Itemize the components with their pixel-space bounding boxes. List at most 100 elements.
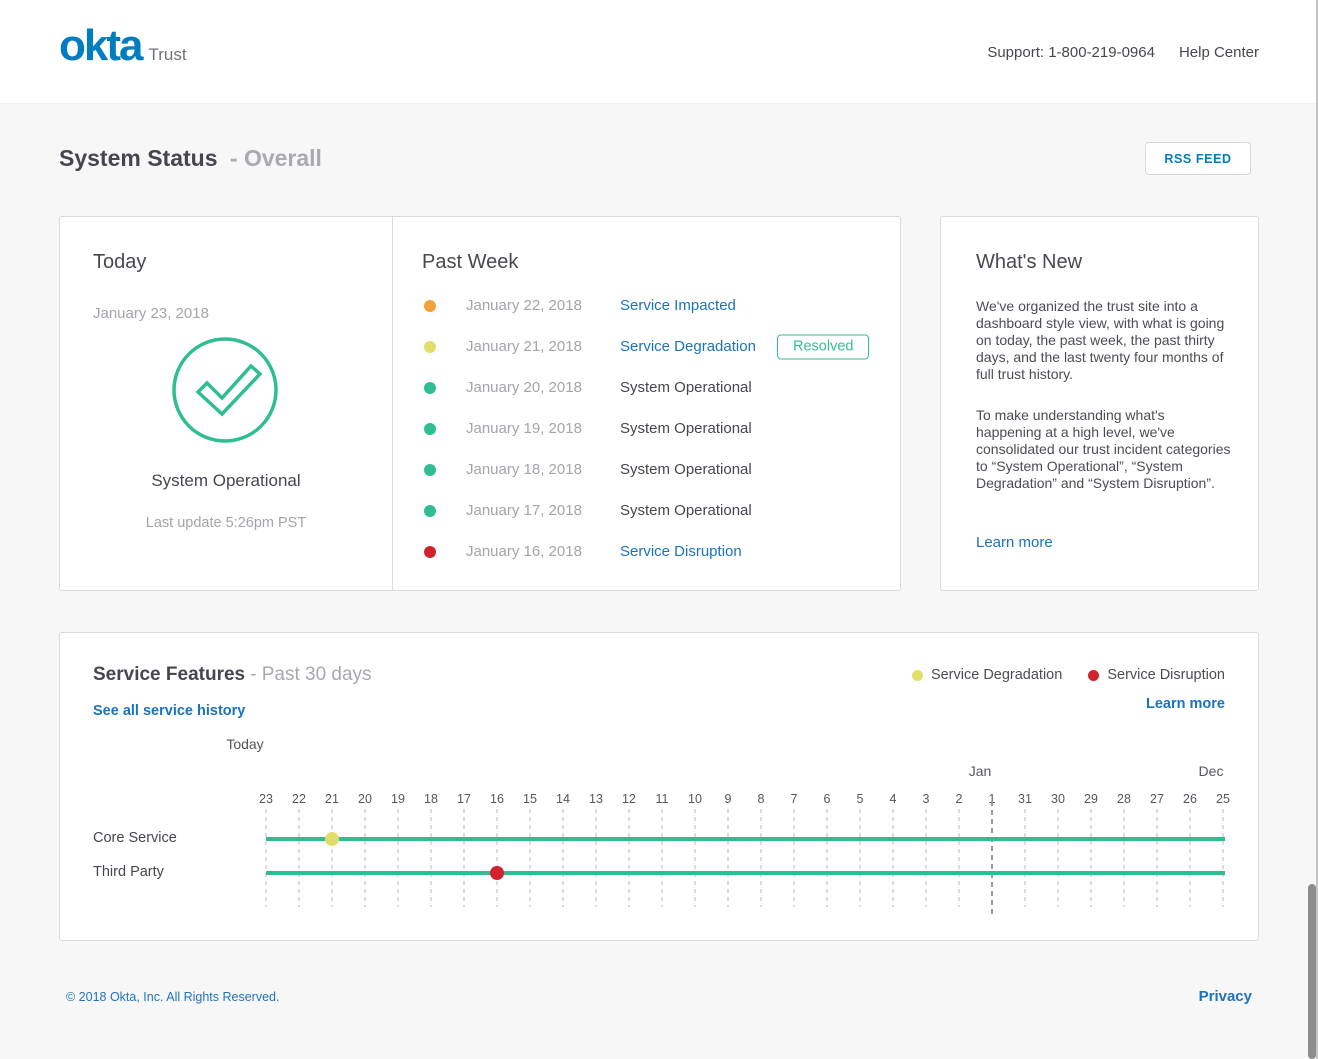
timeline-row-label: Third Party [93, 864, 164, 880]
day-gridline [298, 809, 300, 907]
day-tick-label: 15 [523, 792, 537, 806]
day-tick-label: 5 [857, 792, 864, 806]
service-features-card: Service Features- Past 30 days See all s… [59, 632, 1259, 941]
day-gridline [595, 809, 597, 907]
header: okta Trust Support: 1-800-219-0964 Help … [0, 0, 1318, 104]
timeline-row-label: Core Service [93, 830, 177, 846]
operational-status-dot [424, 423, 436, 435]
service-features-subtitle: - Past 30 days [250, 664, 371, 685]
day-gridline [529, 809, 531, 907]
month-boundary-gridline [991, 801, 993, 916]
past-week-row: January 16, 2018Service Disruption [424, 531, 890, 572]
day-tick-label: 7 [791, 792, 798, 806]
past-week-row: January 21, 2018Service DegradationResol… [424, 326, 890, 367]
service-features-learn-more-link[interactable]: Learn more [1146, 696, 1225, 712]
chart-legend: Service Degradation Service Disruption [912, 667, 1225, 683]
whats-new-learn-more-link[interactable]: Learn more [976, 534, 1053, 551]
day-gridline [694, 809, 696, 907]
incident-status-text: System Operational [620, 502, 752, 519]
operational-status-dot [424, 382, 436, 394]
incident-status-link[interactable]: Service Disruption [620, 543, 742, 560]
day-tick-label: 14 [556, 792, 570, 806]
day-tick-label: 16 [490, 792, 504, 806]
day-tick-label: 28 [1117, 792, 1131, 806]
day-tick-label: 9 [725, 792, 732, 806]
page-title-main: System Status [59, 145, 218, 171]
legend-item: Service Degradation [912, 667, 1062, 683]
incident-status-link[interactable]: Service Degradation [620, 338, 756, 355]
incident-date: January 18, 2018 [466, 461, 620, 478]
day-gridline [1024, 809, 1026, 907]
day-gridline [463, 809, 465, 907]
service-features-title: Service Features [93, 664, 245, 685]
day-gridline [793, 809, 795, 907]
day-tick-label: 26 [1183, 792, 1197, 806]
help-center-link[interactable]: Help Center [1179, 44, 1259, 61]
service-features-heading: Service Features- Past 30 days [93, 664, 372, 686]
month-label-dec: Dec [1199, 763, 1224, 779]
day-tick-label: 18 [424, 792, 438, 806]
day-tick-label: 8 [758, 792, 765, 806]
day-gridline [1090, 809, 1092, 907]
rss-feed-button[interactable]: RSS FEED [1145, 142, 1251, 175]
today-status-text: System Operational [60, 471, 392, 491]
incident-date: January 22, 2018 [466, 297, 620, 314]
past-week-row: January 22, 2018Service Impacted [424, 285, 890, 326]
timeline-status-line [266, 871, 1225, 875]
timeline-status-line [266, 837, 1225, 841]
day-gridline [826, 809, 828, 907]
support-phone: Support: 1-800-219-0964 [987, 44, 1155, 61]
operational-status-dot [424, 505, 436, 517]
check-circle-icon [170, 335, 280, 445]
day-tick-label: 10 [688, 792, 702, 806]
privacy-link[interactable]: Privacy [1199, 988, 1252, 1005]
resolved-badge: Resolved [777, 334, 869, 359]
day-gridline [892, 809, 894, 907]
footer-copyright: © 2018 Okta, Inc. All Rights Reserved. [66, 990, 279, 1004]
okta-wordmark: okta [59, 24, 141, 68]
incident-status-text: System Operational [620, 379, 752, 396]
past-week-row: January 20, 2018System Operational [424, 367, 890, 408]
day-gridline [1057, 809, 1059, 907]
day-tick-label: 17 [457, 792, 471, 806]
incident-date: January 16, 2018 [466, 543, 620, 560]
day-gridline [628, 809, 630, 907]
degradation-legend-dot [912, 670, 923, 681]
impacted-status-dot [424, 300, 436, 312]
day-tick-label: 6 [824, 792, 831, 806]
trust-label: Trust [148, 45, 186, 65]
day-tick-label: 11 [656, 792, 669, 806]
day-gridline [364, 809, 366, 907]
legend-label: Service Degradation [931, 667, 1062, 683]
day-tick-label: 12 [622, 792, 636, 806]
day-gridline [265, 809, 267, 907]
day-gridline [1156, 809, 1158, 907]
today-date: January 23, 2018 [93, 305, 209, 322]
see-all-service-history-link[interactable]: See all service history [93, 703, 245, 719]
incident-date: January 19, 2018 [466, 420, 620, 437]
today-heading: Today [93, 251, 146, 274]
degradation-status-dot [424, 341, 436, 353]
legend-label: Service Disruption [1107, 667, 1225, 683]
disruption-legend-dot [1088, 670, 1099, 681]
day-tick-label: 21 [325, 792, 339, 806]
day-tick-label: 31 [1018, 792, 1032, 806]
day-gridline [397, 809, 399, 907]
incident-date: January 17, 2018 [466, 502, 620, 519]
incident-status-link[interactable]: Service Impacted [620, 297, 736, 314]
day-gridline [661, 809, 663, 907]
day-gridline [496, 809, 498, 907]
day-tick-label: 13 [589, 792, 603, 806]
day-gridline [859, 809, 861, 907]
degradation-incident-dot[interactable] [325, 832, 339, 846]
page-title: System Status - Overall [59, 145, 322, 172]
day-tick-label: 22 [292, 792, 306, 806]
header-links: Support: 1-800-219-0964 Help Center [987, 0, 1259, 104]
day-tick-label: 30 [1051, 792, 1065, 806]
today-pastweek-card: Today January 23, 2018 System Operationa… [59, 216, 901, 591]
okta-logo[interactable]: okta Trust [59, 24, 187, 68]
legend-item: Service Disruption [1088, 667, 1225, 683]
vertical-scrollbar-thumb[interactable] [1308, 884, 1316, 1059]
disruption-incident-dot[interactable] [490, 866, 504, 880]
past-week-row: January 18, 2018System Operational [424, 449, 890, 490]
